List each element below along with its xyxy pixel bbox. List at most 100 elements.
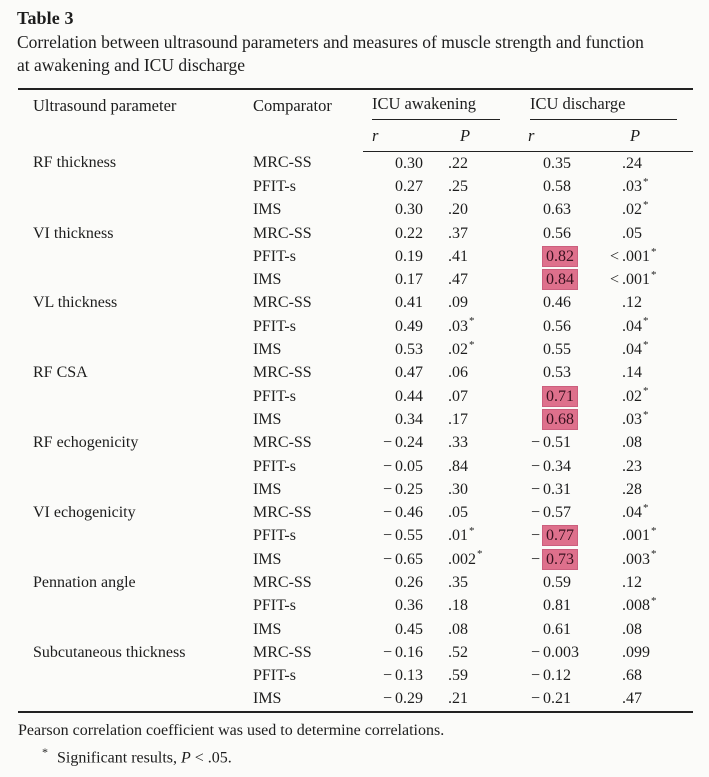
value: .09	[448, 294, 468, 312]
value: .18	[448, 597, 468, 615]
value: 0.59	[543, 573, 571, 591]
value: .17	[448, 410, 468, 428]
comparator-cell: MRC-SS	[253, 154, 312, 172]
parameter-cell	[18, 408, 238, 431]
awakening-p-cell: .41	[439, 245, 523, 268]
significance-asterisk: *	[651, 594, 657, 607]
minus-sign: −	[382, 434, 392, 452]
minus-sign: −	[530, 527, 540, 545]
value: .001	[622, 527, 650, 545]
minus-sign: −	[530, 690, 540, 708]
value: 0.41	[395, 294, 423, 312]
value: .04	[622, 317, 642, 335]
highlighted-value: 0.84	[543, 270, 577, 290]
value: .41	[448, 247, 468, 265]
discharge-p-cell: .03*	[613, 408, 693, 431]
awakening-p-cell: .01*	[439, 525, 523, 548]
value: 0.81	[543, 597, 571, 615]
discharge-p-cell: .03*	[613, 175, 693, 198]
parameter-cell: Pennation angle	[33, 573, 136, 591]
significance-asterisk: *	[643, 408, 649, 421]
comparator-cell: PFIT-s	[253, 317, 296, 335]
significance-threshold: < .05.	[190, 749, 232, 767]
value: .68	[622, 667, 642, 685]
discharge-r-cell: 0.53	[523, 362, 613, 385]
comparator-cell: PFIT-s	[253, 387, 296, 405]
discharge-p-cell: .28	[613, 478, 693, 501]
value: .01	[448, 527, 468, 545]
value: 0.45	[395, 620, 423, 638]
discharge-r-cell: 0.35	[523, 152, 613, 176]
significance-asterisk: *	[651, 525, 657, 538]
awakening-p-cell: .05	[439, 501, 523, 524]
comparator-cell: IMS	[253, 620, 282, 638]
icu-discharge-underline: ICU discharge	[530, 94, 677, 120]
value: .24	[622, 154, 642, 172]
value: .008	[622, 597, 650, 615]
parameter-cell: VI echogenicity	[33, 504, 136, 522]
table-row: Subcutaneous thickness MRC-SS −0.16.52−0.0…	[18, 641, 693, 664]
value: .04	[622, 341, 642, 359]
value: .12	[622, 573, 642, 591]
discharge-r-cell: 0.71	[523, 385, 613, 408]
minus-sign: −	[382, 643, 392, 661]
correlation-table: Ultrasound parameter Comparator ICU awak…	[18, 88, 693, 714]
parameter-cell: VL thickness	[33, 294, 118, 312]
awakening-r-cell: −0.29	[363, 688, 439, 712]
highlighted-value: 0.82	[543, 246, 577, 266]
comparator-cell: MRC-SS	[253, 224, 312, 242]
awakening-r-cell: −0.05	[363, 455, 439, 478]
discharge-r-cell: 0.59	[523, 571, 613, 594]
discharge-r-cell: −0.003	[523, 641, 613, 664]
less-than-sign: <	[609, 271, 619, 289]
column-header-comparator: Comparator	[253, 96, 332, 115]
discharge-p-cell: .05	[613, 222, 693, 245]
comparator-cell: MRC-SS	[253, 573, 312, 591]
awakening-p-cell: .08	[439, 618, 523, 641]
significance-asterisk: *	[469, 338, 475, 351]
table-row: Pennation angle MRC-SS 0.26 .35 0.59 .12	[18, 571, 693, 594]
value: .05	[622, 224, 642, 242]
discharge-p-cell: .12	[613, 571, 693, 594]
value: 0.34	[395, 410, 423, 428]
header-sub-row: r P r P	[18, 120, 693, 152]
table-header: Ultrasound parameter Comparator ICU awak…	[18, 89, 693, 152]
comparator-cell: PFIT-s	[253, 457, 296, 475]
table-row: RF echogenicity MRC-SS −0.24.33−0.51.08	[18, 432, 693, 455]
discharge-r-cell: −0.34	[523, 455, 613, 478]
minus-sign: −	[382, 480, 392, 498]
value: .35	[448, 573, 468, 591]
awakening-r-cell: −0.55	[363, 525, 439, 548]
comparator-cell: IMS	[253, 341, 282, 359]
table-row: IMS −0.29.21−0.21.47	[18, 688, 693, 712]
discharge-r-cell: 0.63	[523, 199, 613, 222]
awakening-r-cell: 0.30	[363, 152, 439, 176]
discharge-p-cell: .04*	[613, 338, 693, 361]
awakening-p-cell: .18	[439, 595, 523, 618]
table-row: PFIT-s −0.55.01* −0.77.001*	[18, 525, 693, 548]
discharge-p-cell: .008*	[613, 595, 693, 618]
value: 0.53	[543, 364, 571, 382]
discharge-r-cell: −0.31	[523, 478, 613, 501]
value: .30	[448, 480, 468, 498]
awakening-p-cell: .03*	[439, 315, 523, 338]
table-row: PFIT-s −0.05.84−0.34.23	[18, 455, 693, 478]
highlighted-value: 0.77	[543, 526, 577, 546]
awakening-r-cell: −0.24	[363, 432, 439, 455]
minus-sign: −	[530, 550, 540, 568]
comparator-cell: IMS	[253, 271, 282, 289]
value: 0.19	[395, 247, 423, 265]
parameter-cell: RF thickness	[33, 154, 117, 172]
value: 0.55	[543, 341, 571, 359]
discharge-r-cell: 0.82	[523, 245, 613, 268]
value: 0.30	[395, 154, 423, 172]
parameter-cell: RF echogenicity	[33, 434, 139, 452]
value: 0.05	[395, 457, 423, 475]
value: 0.25	[395, 480, 423, 498]
value: .06	[448, 364, 468, 382]
discharge-r-cell: −0.21	[523, 688, 613, 712]
value: .02	[622, 387, 642, 405]
value: .04	[622, 504, 642, 522]
discharge-p-cell: .001*	[613, 525, 693, 548]
discharge-p-cell: .003*	[613, 548, 693, 571]
